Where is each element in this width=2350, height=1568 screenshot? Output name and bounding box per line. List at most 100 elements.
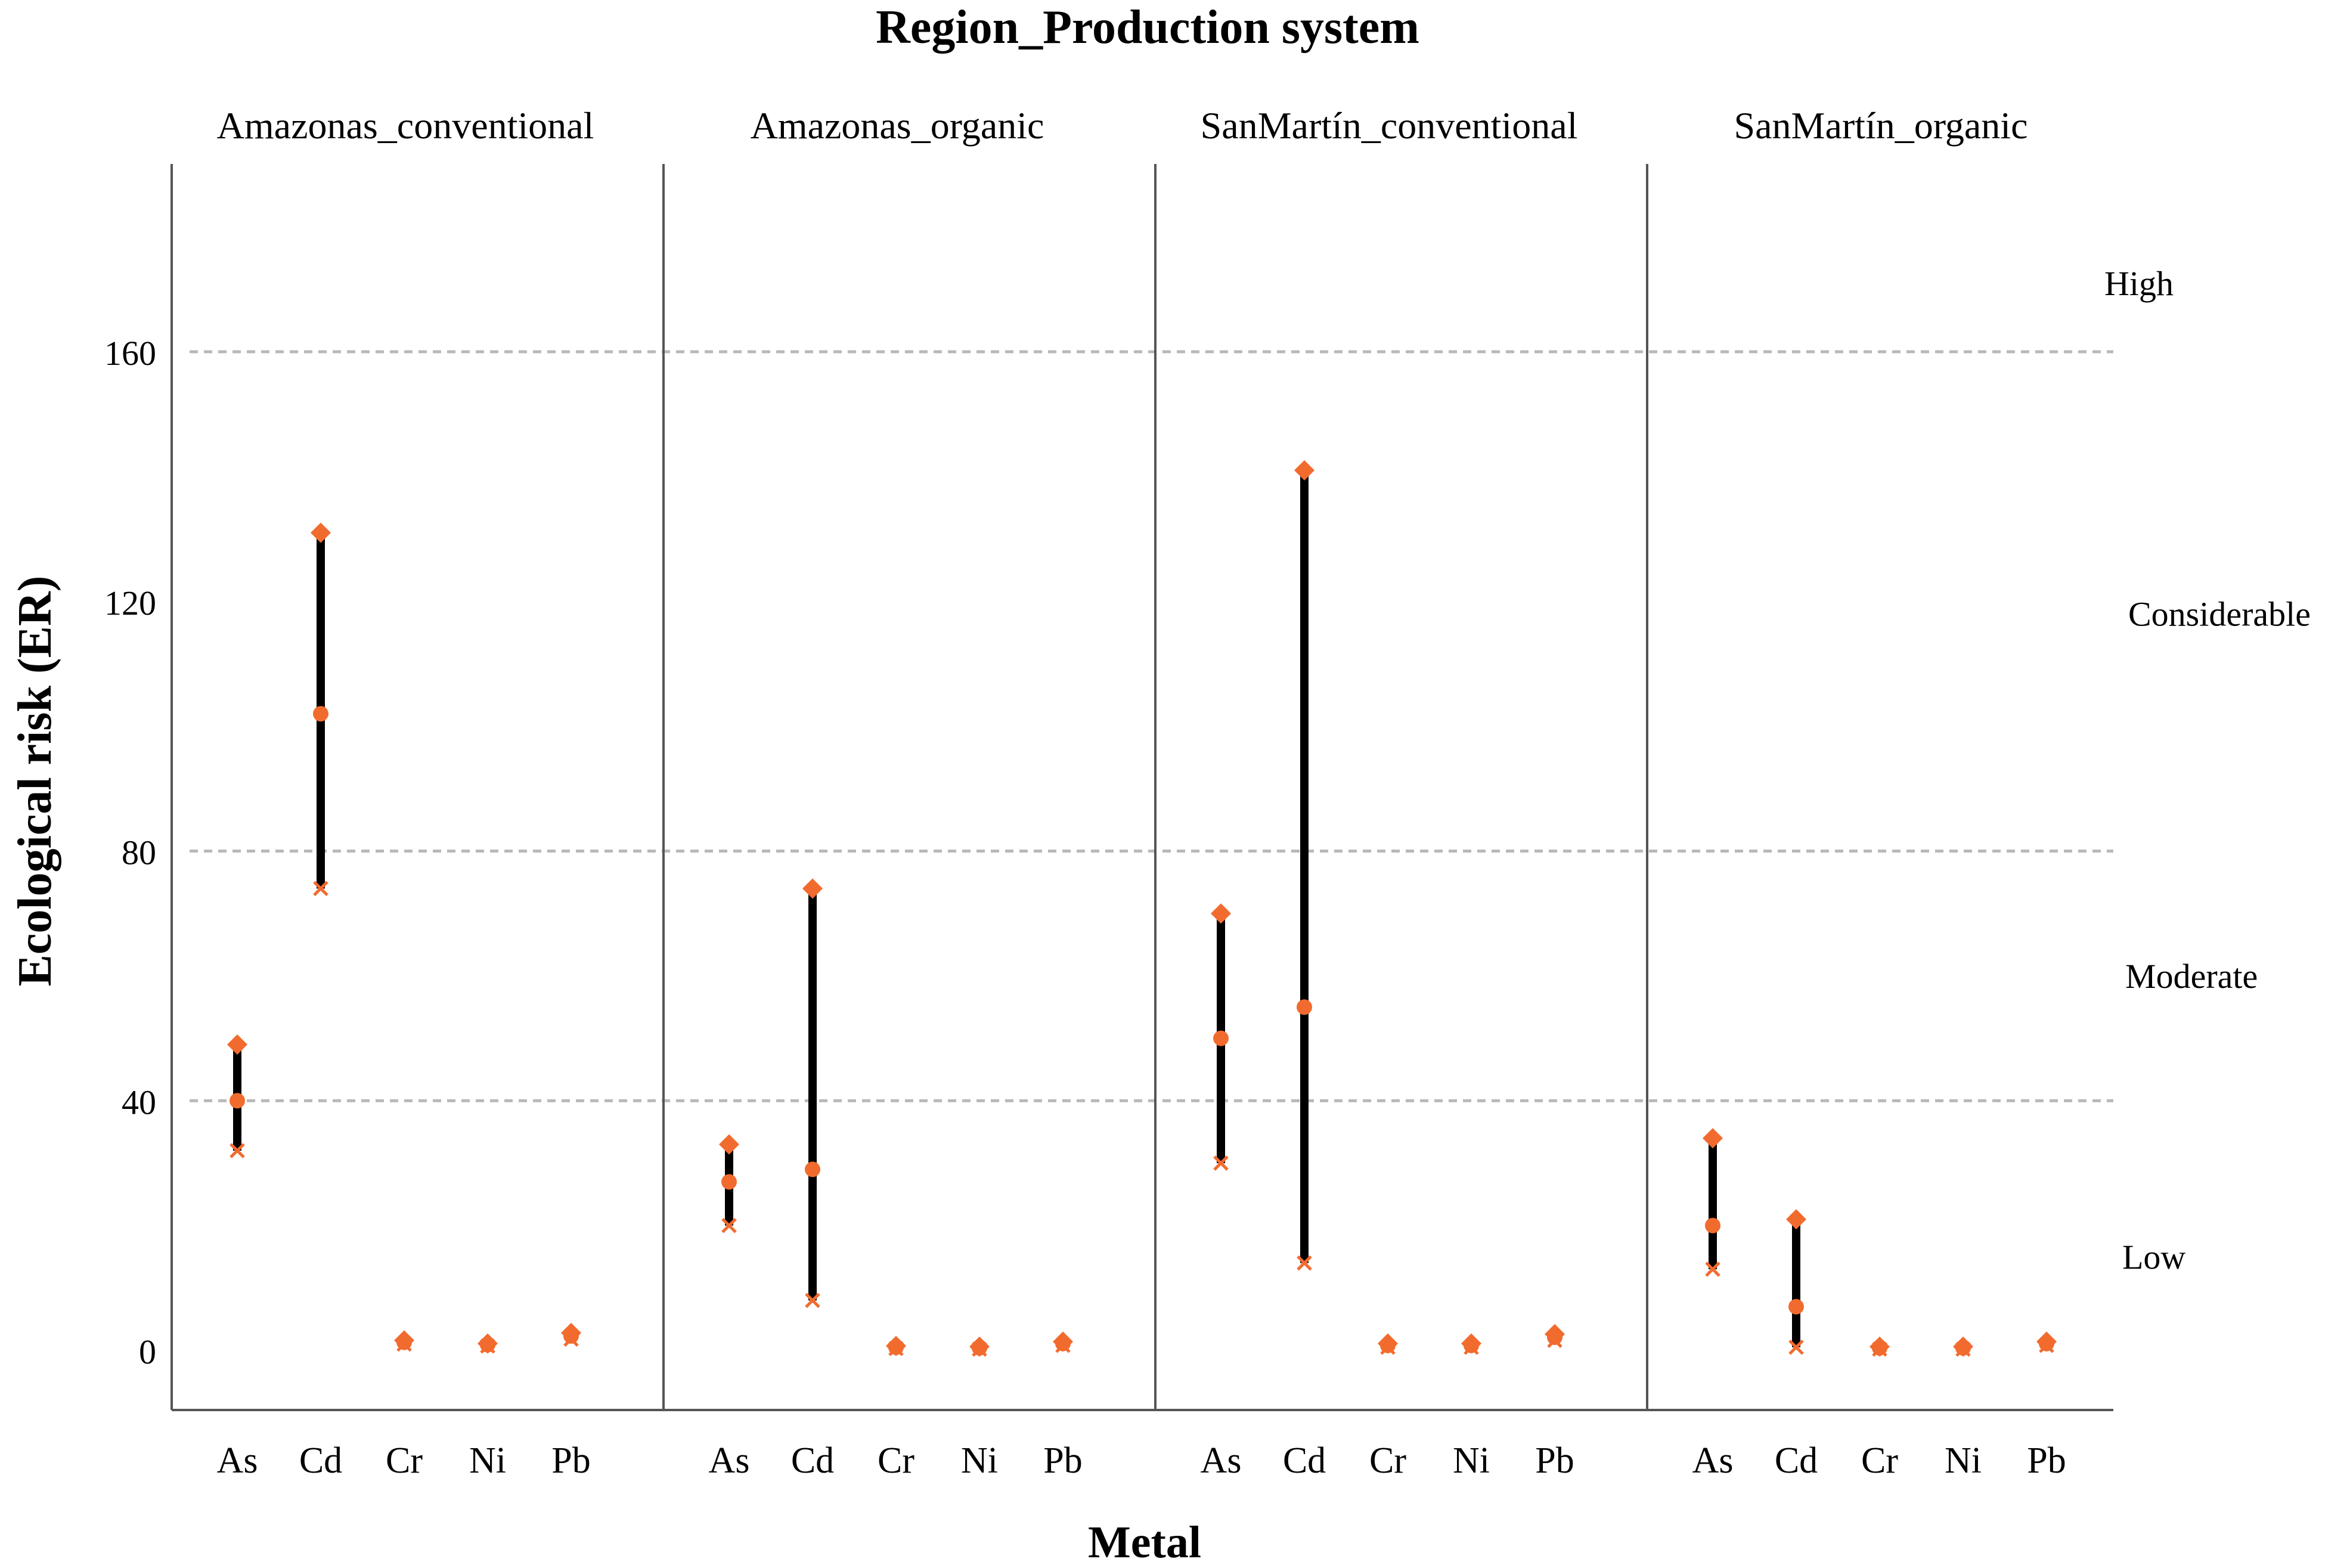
- max-marker: [227, 1034, 247, 1055]
- panel-title: Amazonas_organic: [751, 104, 1044, 147]
- range-ni: [478, 1333, 498, 1354]
- risk-labels: High Considerable Moderate Low: [2104, 264, 2311, 1276]
- x-tick-label: As: [217, 1440, 258, 1481]
- min-marker-stroke: [1297, 1255, 1312, 1271]
- y-tick-label: 0: [139, 1333, 156, 1371]
- min-marker: [721, 1217, 737, 1234]
- min-marker: [1872, 1341, 1887, 1357]
- range-ni: [969, 1336, 990, 1357]
- chart-title: Region_Production system: [876, 1, 1419, 54]
- y-axis-label: Ecological risk (ER): [9, 576, 61, 987]
- min-marker-stroke: [888, 1341, 904, 1356]
- mean-marker: [1213, 1030, 1229, 1046]
- risk-label-considerable: Considerable: [2128, 595, 2311, 634]
- range-pb: [561, 1322, 581, 1347]
- min-marker: [480, 1338, 495, 1354]
- panel-amazonas-organic: Amazonas_organic As Cd Cr Ni Pb: [662, 104, 1083, 1481]
- risk-label-low: Low: [2122, 1238, 2185, 1276]
- panel-title: SanMartín_organic: [1734, 104, 2028, 147]
- min-marker-stroke: [1213, 1155, 1229, 1171]
- min-marker: [563, 1331, 579, 1347]
- range-cd: [311, 522, 331, 897]
- panel-sanmart-n-organic: SanMartín_organic As Cd Cr Ni Pb: [1646, 104, 2066, 1481]
- min-marker: [1547, 1333, 1562, 1349]
- min-marker: [1788, 1339, 1804, 1355]
- x-axis-label: Metal: [1088, 1517, 1201, 1567]
- min-marker: [313, 881, 328, 897]
- min-marker-stroke: [1955, 1341, 1971, 1357]
- min-marker-stroke: [805, 1293, 820, 1309]
- min-marker-stroke: [721, 1217, 737, 1234]
- x-tick-label: Cr: [1369, 1440, 1406, 1481]
- min-marker-stroke: [480, 1338, 495, 1354]
- min-marker: [396, 1336, 412, 1352]
- x-tick-label: Cr: [386, 1440, 423, 1481]
- max-marker: [1786, 1209, 1806, 1230]
- reference-lines: [190, 350, 2113, 1102]
- min-marker: [1955, 1341, 1971, 1357]
- panel-title: Amazonas_conventional: [217, 104, 594, 147]
- mean-marker: [805, 1161, 820, 1177]
- min-marker-stroke: [396, 1336, 412, 1352]
- min-marker: [1213, 1155, 1229, 1171]
- range-cr: [1378, 1333, 1398, 1355]
- min-marker-stroke: [1380, 1339, 1396, 1355]
- min-marker-stroke: [563, 1331, 579, 1347]
- range-cr: [1870, 1336, 1890, 1357]
- range-cd: [1786, 1209, 1806, 1355]
- range-as: [719, 1134, 739, 1234]
- range-pb: [1545, 1324, 1565, 1349]
- range-cd: [802, 878, 823, 1309]
- x-tick-label: Ni: [1945, 1440, 1982, 1481]
- min-marker-stroke: [972, 1341, 987, 1357]
- min-marker-stroke: [230, 1143, 245, 1158]
- mean-marker: [1297, 999, 1312, 1015]
- min-marker: [1380, 1339, 1396, 1355]
- mean-marker: [313, 706, 328, 722]
- max-marker: [311, 522, 331, 543]
- min-marker: [1464, 1339, 1479, 1355]
- x-tick-label: Cr: [878, 1440, 914, 1481]
- x-tick-label: Cd: [1775, 1440, 1818, 1481]
- min-marker: [230, 1143, 245, 1158]
- mean-marker: [1705, 1217, 1720, 1234]
- min-marker-stroke: [1055, 1337, 1071, 1353]
- min-marker: [2039, 1337, 2054, 1353]
- panel-amazonas-conventional: Amazonas_conventional As Cd Cr Ni Pb: [170, 104, 594, 1481]
- mean-marker: [1547, 1330, 1562, 1346]
- range-as: [1211, 903, 1231, 1171]
- min-marker-stroke: [1788, 1339, 1804, 1355]
- range-cr: [394, 1330, 414, 1352]
- y-tick-label: 40: [122, 1083, 156, 1121]
- range-as: [227, 1034, 247, 1158]
- min-marker-stroke: [1547, 1333, 1562, 1349]
- max-marker: [1703, 1128, 1723, 1149]
- min-marker: [1297, 1255, 1312, 1271]
- min-marker: [1705, 1262, 1720, 1277]
- max-marker: [802, 878, 823, 899]
- range-pb: [1053, 1331, 1073, 1353]
- mean-marker: [1788, 1299, 1804, 1315]
- y-tick-label: 160: [104, 334, 156, 373]
- y-tick-label: 80: [122, 833, 156, 872]
- max-marker: [719, 1134, 739, 1155]
- risk-label-high: High: [2104, 264, 2174, 303]
- x-tick-label: Pb: [2027, 1440, 2066, 1481]
- y-axis-ticks: 0 40 80 120 160: [104, 334, 156, 1371]
- range-as: [1703, 1128, 1723, 1277]
- x-tick-label: Cd: [791, 1440, 834, 1481]
- min-marker: [1055, 1337, 1071, 1353]
- x-tick-label: As: [709, 1440, 750, 1481]
- min-marker-stroke: [1872, 1341, 1887, 1357]
- x-tick-label: Cd: [1283, 1440, 1326, 1481]
- max-marker: [1211, 903, 1231, 924]
- min-marker-stroke: [1705, 1262, 1720, 1277]
- x-tick-label: Pb: [1043, 1440, 1082, 1481]
- x-tick-label: Pb: [1535, 1440, 1574, 1481]
- mean-marker: [563, 1328, 579, 1344]
- x-tick-label: As: [1692, 1440, 1734, 1481]
- range-ni: [1461, 1333, 1481, 1355]
- plot-area: 0 40 80 120 160 High Considerable Moderate Low Am…: [104, 104, 2311, 1481]
- y-tick-label: 120: [104, 584, 156, 622]
